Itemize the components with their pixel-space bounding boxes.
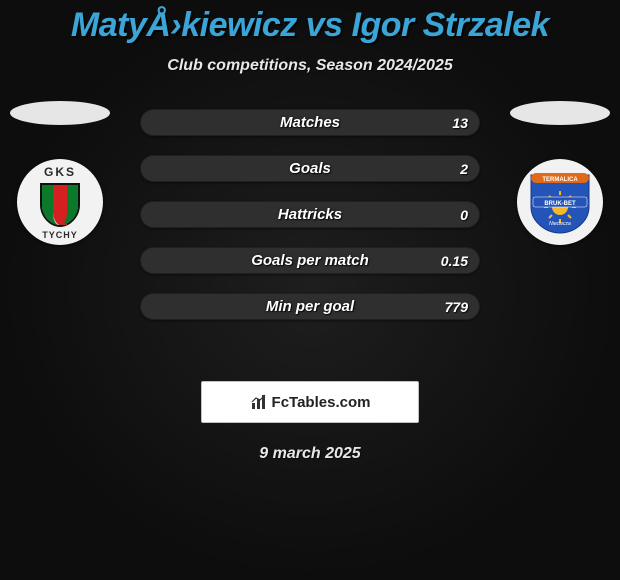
club-right-mid-text: BRUK-BET <box>544 201 576 207</box>
left-player-column <box>10 101 110 245</box>
stat-row: Min per goal 779 <box>140 293 480 320</box>
right-player-column: TERMALICA BRUK-BET Nieciecza <box>510 101 610 245</box>
stats-section: TERMALICA BRUK-BET Nieciecza Matches 13 Go… <box>0 109 620 349</box>
page-title: MatyÅ›kiewicz vs Igor Strzalek <box>0 0 620 45</box>
stat-value-right: 13 <box>452 115 468 131</box>
club-shield-right-icon: TERMALICA BRUK-BET Nieciecza <box>527 167 593 237</box>
stat-rows: Matches 13 Goals 2 Hattricks 0 Goals per match… <box>140 109 480 320</box>
stat-value-right: 2 <box>460 161 468 177</box>
stat-row: Goals per match 0.15 <box>140 247 480 274</box>
fctables-badge[interactable]: FcTables.com <box>201 381 419 423</box>
stat-row: Matches 13 <box>140 109 480 136</box>
stat-value-right: 779 <box>445 299 468 315</box>
fctables-label: FcTables.com <box>272 394 371 411</box>
stat-label: Matches <box>280 114 340 131</box>
club-badge-right: TERMALICA BRUK-BET Nieciecza <box>517 159 603 245</box>
stat-row: Hattricks 0 <box>140 201 480 228</box>
club-shield-left-icon <box>38 181 82 229</box>
stat-label: Goals per match <box>251 252 369 269</box>
club-badge-left <box>17 159 103 245</box>
page-subtitle: Club competitions, Season 2024/2025 <box>0 57 620 75</box>
player-right-avatar <box>510 101 610 125</box>
stat-label: Goals <box>289 160 331 177</box>
comparison-card: MatyÅ›kiewicz vs Igor Strzalek Club comp… <box>0 0 620 580</box>
player-left-avatar <box>10 101 110 125</box>
club-right-top-text: TERMALICA <box>542 177 578 183</box>
stat-row: Goals 2 <box>140 155 480 182</box>
date-line: 9 march 2025 <box>0 445 620 463</box>
club-right-sub-text: Nieciecza <box>549 221 571 227</box>
stat-value-right: 0.15 <box>441 253 468 269</box>
stat-label: Min per goal <box>266 298 354 315</box>
stat-label: Hattricks <box>278 206 342 223</box>
stat-value-right: 0 <box>460 207 468 223</box>
bar-chart-icon <box>250 393 268 411</box>
